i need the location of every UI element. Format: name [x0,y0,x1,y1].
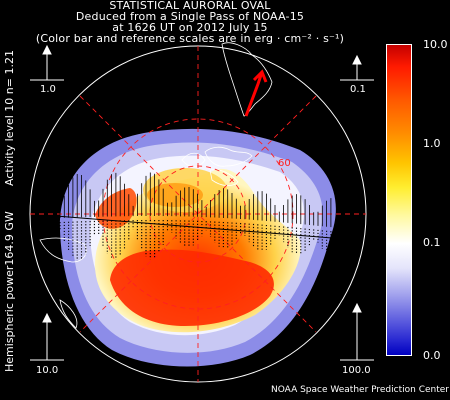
colorbar-label-min: 0.0 [423,349,441,362]
reference-scale-bottom-right: 100.0 [342,365,371,376]
hemispheric-power-label: Hemispheric power164.9 GW [3,211,16,372]
colorbar-label-max: 10.0 [423,38,448,51]
colorbar-label-01: 0.1 [423,236,441,249]
reference-scale-top-right: 0.1 [350,84,366,95]
activity-level-label: Activity level 10 n= 1.21 [3,50,16,186]
satellite-track-arrow [244,69,268,117]
credit-line: NOAA Space Weather Prediction Center [271,385,449,395]
colorbar-label-1: 1.0 [423,137,441,150]
auroral-oval [59,128,336,367]
latitude-label-60: 60 [278,158,291,169]
pass-ground-track [55,215,333,239]
title-line-1: STATISTICAL AURORAL OVAL [109,0,271,12]
oval-red-core [110,249,274,326]
color-bar [386,44,412,356]
satellite-pass-measurements [55,172,333,261]
reference-scale-top-left: 1.0 [40,84,56,95]
title-line-4: (Color bar and reference scales are in e… [35,32,345,45]
title-line-2: Deduced from a Single Pass of NOAA-15 [75,10,305,23]
reference-scales [30,44,374,361]
coastlines [39,42,273,329]
reference-scale-bottom-left: 10.0 [36,365,58,376]
title-line-3: at 1626 UT on 2012 July 15 [112,21,268,34]
